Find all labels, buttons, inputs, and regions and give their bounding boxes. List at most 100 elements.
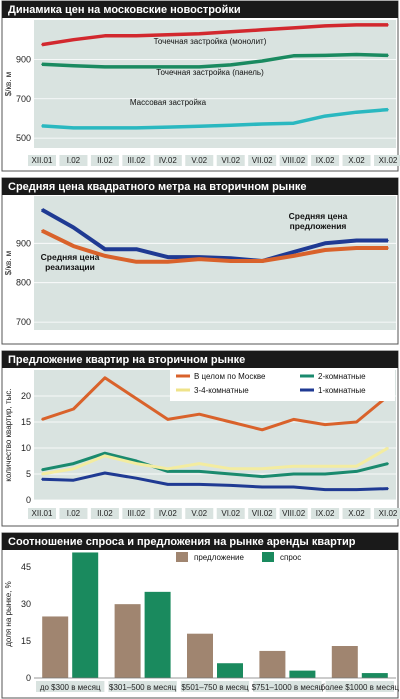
y-tick-label: 800: [16, 278, 31, 288]
data-point: [104, 377, 106, 379]
data-point: [41, 43, 43, 46]
y-tick-label: 900: [16, 238, 31, 248]
bar-supply: [259, 650, 286, 678]
data-point: [72, 38, 75, 41]
data-point: [324, 488, 326, 491]
y-axis-label: $/кв. м: [4, 72, 13, 96]
data-point: [229, 31, 232, 33]
x-tick-bg: [180, 681, 250, 692]
data-point: [387, 247, 389, 249]
x-tick-label: XI.02: [379, 509, 398, 518]
x-tick-bg: [342, 508, 371, 519]
x-tick-bg: [248, 155, 277, 166]
data-point: [292, 473, 295, 475]
data-point: [324, 25, 326, 27]
bar-supply: [331, 646, 358, 678]
data-point: [167, 126, 169, 128]
data-point: [387, 108, 389, 111]
x-tick-bg: [59, 155, 88, 166]
y-tick-label: 0: [26, 673, 31, 683]
data-point: [261, 60, 263, 62]
data-point: [229, 484, 232, 487]
data-point: [355, 53, 358, 56]
data-point: [135, 460, 138, 462]
data-point: [167, 33, 169, 36]
data-point: [198, 66, 201, 68]
data-point: [355, 465, 358, 468]
data-point: [229, 64, 232, 66]
x-tick-bg: [374, 508, 400, 519]
data-point: [72, 468, 75, 470]
bar-supply: [42, 616, 69, 678]
y-axis-label: $/кв. м: [4, 251, 13, 275]
data-point: [72, 245, 75, 247]
data-point: [261, 260, 263, 262]
data-point: [72, 64, 75, 67]
y-tick-label: 500: [16, 133, 31, 143]
data-point: [355, 247, 358, 249]
data-point: [135, 248, 138, 251]
data-point: [261, 475, 263, 478]
data-point: [324, 54, 326, 57]
x-tick-label: V.02: [191, 509, 207, 518]
y-tick-label: 15: [21, 636, 31, 646]
data-point: [104, 472, 106, 474]
bar-demand: [289, 670, 316, 678]
x-tick-bg: [36, 681, 105, 692]
data-point: [72, 479, 75, 482]
title-bar: [2, 351, 398, 368]
title-bar: [2, 178, 398, 195]
data-point: [72, 462, 75, 465]
data-point: [292, 27, 295, 29]
x-tick-bg: [311, 155, 340, 166]
x-tick-bg: [248, 508, 277, 519]
data-point: [198, 470, 201, 473]
data-point: [41, 229, 43, 232]
data-point: [198, 125, 201, 128]
y-tick-label: 45: [21, 562, 31, 572]
data-point: [387, 239, 389, 242]
data-point: [387, 462, 389, 465]
data-point: [167, 468, 169, 470]
data-point: [355, 488, 358, 491]
data-point: [135, 397, 138, 400]
data-point: [355, 24, 358, 26]
x-tick-label: $301–500 в месяц: [109, 683, 177, 692]
y-tick-label: 15: [21, 417, 31, 427]
legend-swatch: [262, 552, 274, 562]
data-point: [292, 486, 295, 488]
data-point: [198, 413, 201, 416]
data-point: [135, 261, 138, 263]
data-point: [355, 111, 358, 113]
data-point: [72, 127, 75, 129]
x-tick-label: XII.01: [32, 156, 53, 165]
x-tick-bg: [122, 155, 151, 166]
x-tick-label: VII.02: [252, 509, 273, 518]
x-tick-label: до $300 в месяц: [40, 683, 101, 692]
data-point: [261, 123, 263, 125]
data-point: [41, 469, 43, 471]
y-tick-label: 30: [21, 599, 31, 609]
x-tick-label: XII.01: [32, 509, 53, 518]
x-tick-label: IV.02: [159, 156, 177, 165]
bar-demand: [144, 591, 171, 678]
data-point: [167, 261, 169, 263]
series-label: Точечная застройка (монолит): [154, 37, 267, 46]
data-point: [104, 452, 106, 455]
data-point: [261, 486, 263, 488]
series-line-3: [41, 446, 389, 476]
data-point: [167, 66, 169, 68]
bar-demand: [217, 663, 243, 678]
bar-supply: [114, 604, 141, 678]
x-tick-bg: [216, 508, 245, 519]
x-tick-bg: [279, 508, 308, 519]
data-point: [324, 242, 326, 245]
x-tick-label: $501–750 в месяц: [181, 683, 249, 692]
x-tick-label: более $1000 в месяц: [321, 683, 400, 692]
x-tick-label: $751–1000 в месяц: [252, 683, 324, 692]
data-point: [41, 125, 43, 127]
x-tick-label: VIII.02: [282, 156, 306, 165]
legend-label: 3-4-комнатные: [194, 386, 249, 395]
x-tick-bg: [374, 155, 400, 166]
data-point: [324, 473, 326, 475]
